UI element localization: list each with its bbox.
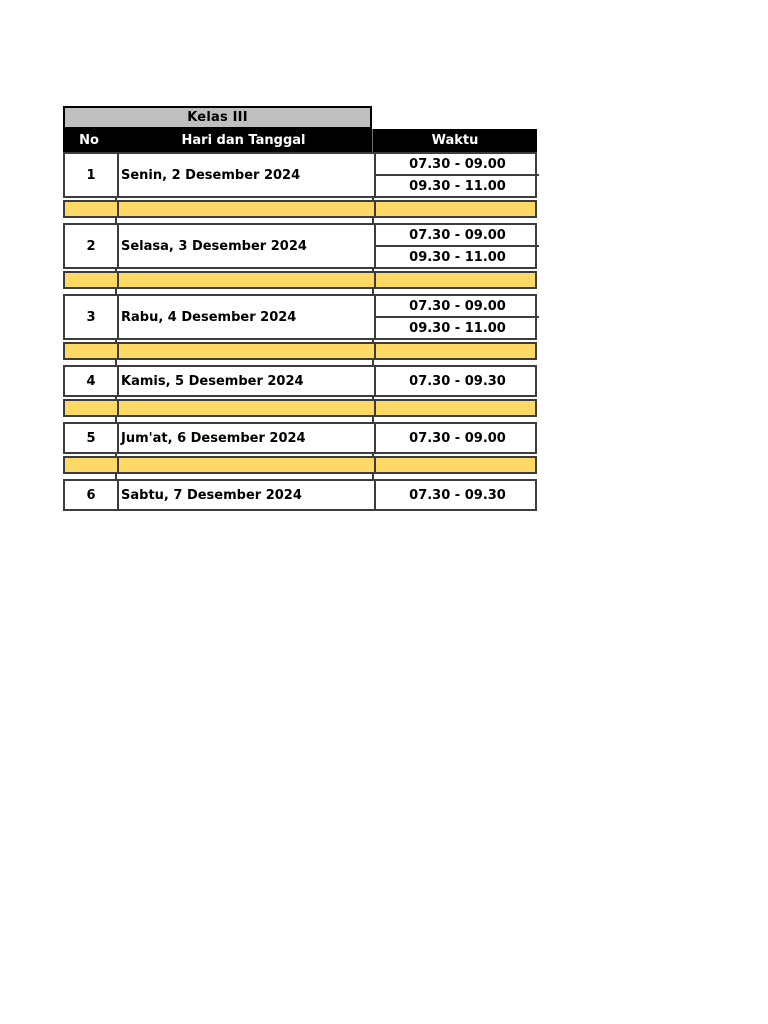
spacer-row xyxy=(63,417,537,422)
separator-row xyxy=(63,399,537,417)
schedule-table: Kelas III No Hari dan Tanggal Waktu 1 Se… xyxy=(63,106,539,511)
table-title: Kelas III xyxy=(63,106,372,129)
day-cell: Selasa, 3 Desember 2024 xyxy=(117,225,374,267)
time-cell: 07.30 - 09.00 xyxy=(374,154,539,174)
day-cell: Senin, 2 Desember 2024 xyxy=(117,154,374,196)
spacer-row xyxy=(63,340,537,342)
schedule-row-2: 2 Selasa, 3 Desember 2024 07.30 - 09.00 … xyxy=(63,223,539,269)
spacer-row xyxy=(63,474,537,479)
schedule-row-6: 6 Sabtu, 7 Desember 2024 07.30 - 09.30 xyxy=(63,479,537,511)
separator-row xyxy=(63,271,537,289)
time-cell: 09.30 - 11.00 xyxy=(374,174,539,196)
time-cell: 07.30 - 09.30 xyxy=(374,367,539,395)
schedule-row-4: 4 Kamis, 5 Desember 2024 07.30 - 09.30 xyxy=(63,365,537,397)
schedule-row-5: 5 Jum'at, 6 Desember 2024 07.30 - 09.00 xyxy=(63,422,537,454)
separator-row xyxy=(63,342,537,360)
day-cell: Sabtu, 7 Desember 2024 xyxy=(117,481,374,509)
spacer-row xyxy=(63,397,537,399)
table-title-row: Kelas III xyxy=(63,106,537,129)
row-number-cell: 5 xyxy=(86,430,96,446)
spacer-row xyxy=(63,454,537,456)
day-cell: Kamis, 5 Desember 2024 xyxy=(117,367,374,395)
separator-row xyxy=(63,456,537,474)
time-cell: 07.30 - 09.00 xyxy=(374,424,539,452)
row-number-cell: 3 xyxy=(86,309,96,325)
time-cell: 09.30 - 11.00 xyxy=(374,245,539,267)
day-cell: Rabu, 4 Desember 2024 xyxy=(117,296,374,338)
time-cell: 07.30 - 09.00 xyxy=(374,225,539,245)
spacer-row xyxy=(63,289,537,294)
row-number-cell: 4 xyxy=(86,373,96,389)
title-empty-cell xyxy=(372,106,537,129)
row-number-cell: 1 xyxy=(86,167,96,183)
spacer-row xyxy=(63,198,537,200)
spacer-row xyxy=(63,269,537,271)
column-header-no: No xyxy=(79,133,99,148)
spacer-row xyxy=(63,218,537,223)
spacer-row xyxy=(63,360,537,365)
schedule-row-1: 1 Senin, 2 Desember 2024 07.30 - 09.00 0… xyxy=(63,152,539,198)
time-cell: 07.30 - 09.00 xyxy=(374,296,539,316)
separator-row xyxy=(63,200,537,218)
day-cell: Jum'at, 6 Desember 2024 xyxy=(117,424,374,452)
column-header-time: Waktu xyxy=(372,129,537,152)
time-cell: 07.30 - 09.30 xyxy=(374,481,539,509)
row-number-cell: 6 xyxy=(86,487,96,503)
row-number-cell: 2 xyxy=(86,238,96,254)
time-cell: 09.30 - 11.00 xyxy=(374,316,539,338)
table-header-row: No Hari dan Tanggal Waktu xyxy=(63,129,537,152)
schedule-row-3: 3 Rabu, 4 Desember 2024 07.30 - 09.00 09… xyxy=(63,294,539,340)
column-header-day: Hari dan Tanggal xyxy=(181,133,306,148)
